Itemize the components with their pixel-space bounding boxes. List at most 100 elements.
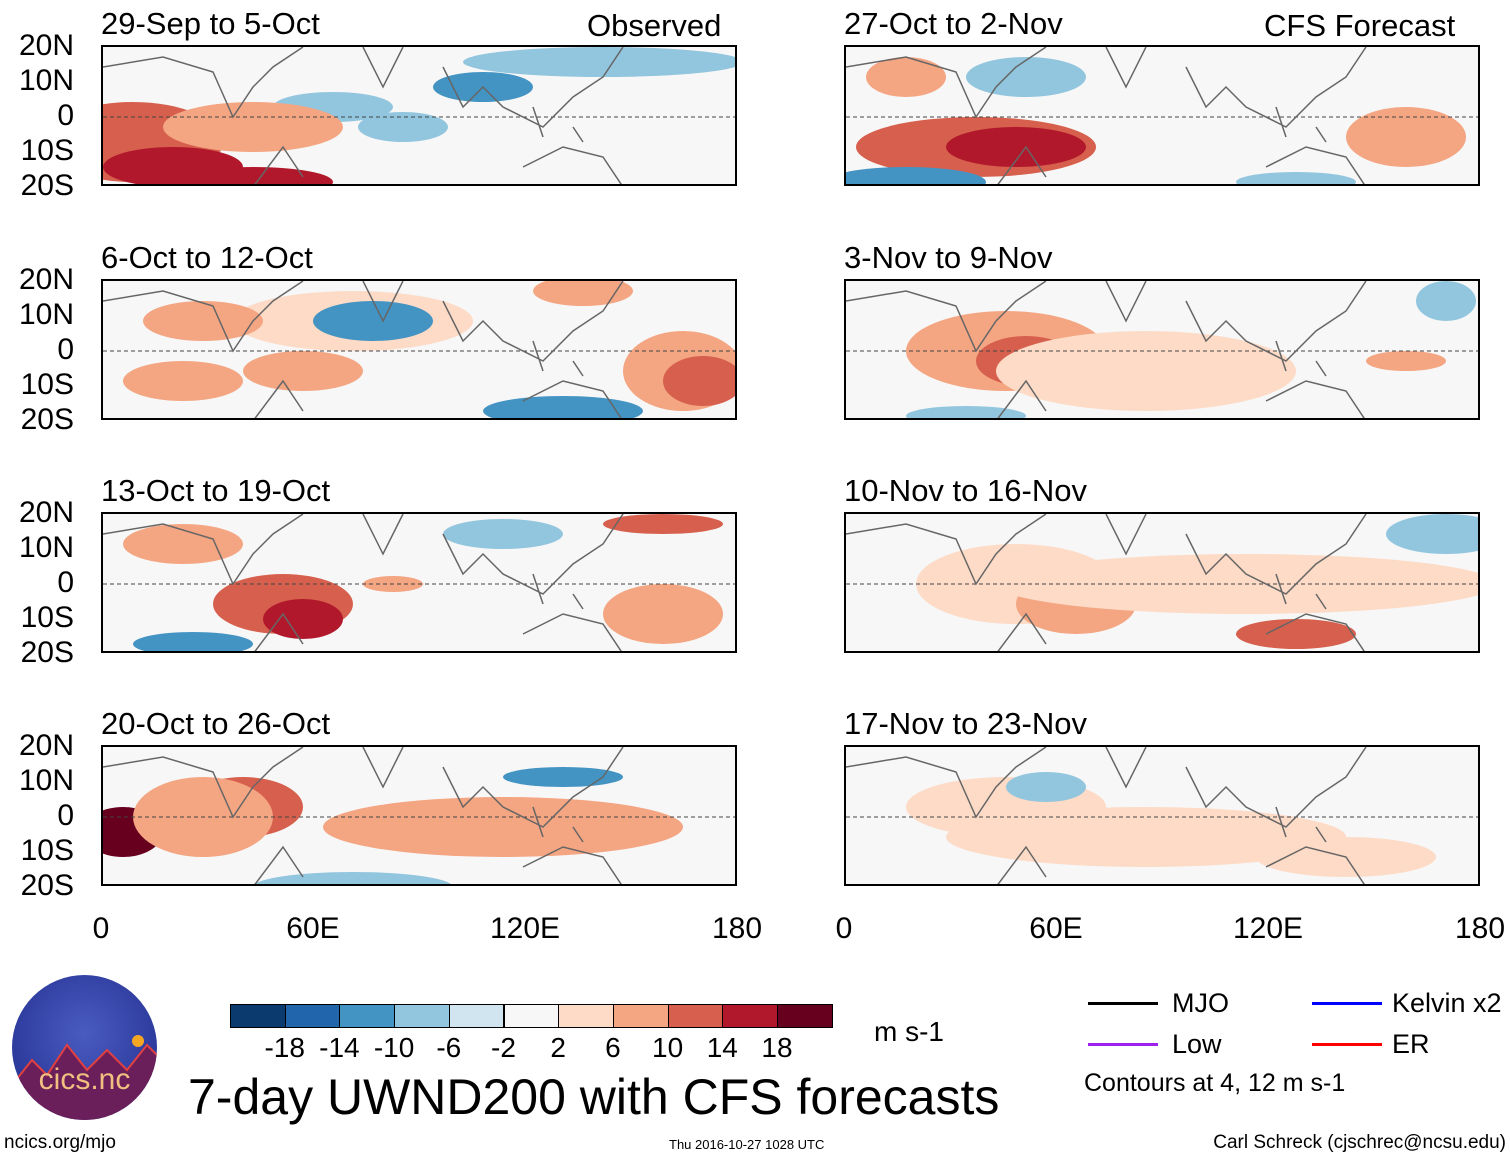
lon-tick-label: 180	[1454, 912, 1506, 945]
anomaly-shading	[323, 797, 683, 857]
lat-tick-label: 20N	[18, 496, 74, 529]
colorbar-swatch	[394, 1004, 450, 1028]
lat-tick-label: 10S	[20, 368, 74, 401]
legend-line-mjo	[1088, 1002, 1158, 1005]
anomaly-shading	[603, 584, 723, 644]
footer-author: Carl Schreck (cjschrec@ncsu.edu)	[1213, 1132, 1506, 1153]
lat-tick-label: 10S	[20, 134, 74, 167]
lon-tick-label: 180	[711, 912, 763, 945]
lat-tick-label: 20N	[18, 729, 74, 762]
lat-tick-label: 10N	[18, 531, 74, 564]
colorbar-swatch	[284, 1004, 341, 1028]
lat-tick-label: 20S	[20, 869, 74, 902]
colorbar-swatch	[448, 1004, 505, 1028]
lat-tick-label: 0	[57, 799, 74, 832]
panel-title: 10-Nov to 16-Nov	[844, 473, 1087, 508]
lon-tick-label: 120E	[489, 912, 561, 945]
panel-title: 29-Sep to 5-Oct	[101, 6, 320, 41]
colorbar-tick-label: 18	[761, 1032, 793, 1063]
colorbar-tick-label: -14	[319, 1032, 360, 1063]
footer-timestamp: Thu 2016-10-27 1028 UTC	[669, 1137, 825, 1152]
lat-tick-label: 20S	[20, 636, 74, 669]
anomaly-shading	[123, 361, 243, 401]
colorbar-tick-label: 14	[706, 1032, 738, 1063]
lat-tick-label: 20S	[20, 403, 74, 436]
coastline	[103, 514, 624, 651]
lat-tick-label: 10S	[20, 834, 74, 867]
lon-tick-label: 60E	[1029, 912, 1083, 945]
anomaly-shading	[163, 102, 343, 152]
uwnd-map-panel	[844, 512, 1480, 653]
anomaly-shading	[123, 524, 243, 564]
coastline	[846, 514, 1367, 651]
colorbar-swatch	[722, 1004, 778, 1028]
colorbar-swatch	[667, 1004, 724, 1028]
logo-text: cics.nc	[38, 1063, 131, 1096]
lon-tick-label: 60E	[286, 912, 340, 945]
colorbar-tick-label: -2	[491, 1032, 516, 1063]
anomaly-shading	[866, 57, 946, 97]
cics-logo: cics.nc	[12, 975, 157, 1120]
coastline	[846, 747, 1367, 884]
footer-url[interactable]: ncics.org/mjo	[4, 1132, 116, 1153]
colorbar-tick-label: -10	[373, 1032, 415, 1063]
legend-label-kelvin: Kelvin x2	[1392, 988, 1502, 1018]
colorbar-swatch	[339, 1004, 396, 1028]
anomaly-shading	[463, 47, 735, 77]
anomaly-shading	[255, 872, 451, 884]
coastline	[846, 47, 1367, 184]
lat-tick-label: 0	[57, 333, 74, 366]
legend-line-kelvin	[1312, 1002, 1382, 1005]
colorbar-tick-label: -6	[436, 1032, 462, 1063]
panel-title: 17-Nov to 23-Nov	[844, 706, 1087, 741]
anomaly-shading	[1236, 619, 1356, 649]
anomaly-shading	[443, 519, 563, 549]
anomaly-shading	[263, 599, 343, 639]
anomaly-shading	[358, 112, 448, 142]
panel-title: 6-Oct to 12-Oct	[101, 240, 313, 275]
lon-tick-label: 0	[835, 912, 853, 945]
colorbar-swatch	[777, 1004, 833, 1028]
anomaly-shading	[133, 632, 253, 651]
colorbar-swatch	[230, 1004, 286, 1028]
anomaly-shading	[533, 281, 633, 306]
panel-title: 20-Oct to 26-Oct	[101, 706, 331, 741]
uwnd-map-panel	[844, 745, 1480, 886]
lat-tick-label: 10N	[18, 298, 74, 331]
colorbar-swatch	[612, 1004, 669, 1028]
anomaly-shading	[996, 554, 1478, 614]
anomaly-shading	[1386, 514, 1478, 554]
colorbar-tick-label: 6	[605, 1032, 621, 1063]
anomaly-shading	[1366, 351, 1446, 371]
anomaly-shading	[1416, 281, 1476, 321]
colorbar-units: m s-1	[874, 1016, 944, 1047]
anomaly-shading	[663, 356, 735, 406]
anomaly-shading	[906, 406, 1026, 418]
lat-tick-label: 0	[57, 566, 74, 599]
panel-title: 27-Oct to 2-Nov	[844, 6, 1063, 41]
legend-label-low: Low	[1172, 1029, 1222, 1059]
lon-tick-label: 0	[92, 912, 110, 945]
main-title: 7-day UWND200 with CFS forecasts	[188, 1069, 1000, 1125]
anomaly-shading	[603, 514, 723, 534]
anomaly-shading	[1006, 772, 1086, 802]
uwnd-map-panel	[101, 279, 737, 420]
colorbar-tick-label: -18	[264, 1032, 305, 1063]
uwnd-map-panel	[101, 45, 737, 186]
lat-tick-label: 0	[57, 99, 74, 132]
anomaly-shading	[313, 301, 433, 341]
coastline	[103, 281, 624, 418]
contour-note: Contours at 4, 12 m s-1	[1084, 1069, 1346, 1097]
lon-tick-label: 120E	[1232, 912, 1304, 945]
coastline	[846, 281, 1367, 418]
legend-line-low	[1088, 1043, 1158, 1046]
colorbar-tick-label: 10	[652, 1032, 684, 1063]
anomaly-shading	[483, 396, 643, 418]
coastline	[103, 747, 624, 884]
uwnd-map-panel	[101, 512, 737, 653]
lat-tick-label: 20S	[20, 169, 74, 202]
anomaly-shading	[1236, 172, 1356, 184]
legend-label-mjo: MJO	[1172, 988, 1229, 1018]
panel-title: 13-Oct to 19-Oct	[101, 473, 331, 508]
anomaly-shading	[503, 767, 623, 787]
